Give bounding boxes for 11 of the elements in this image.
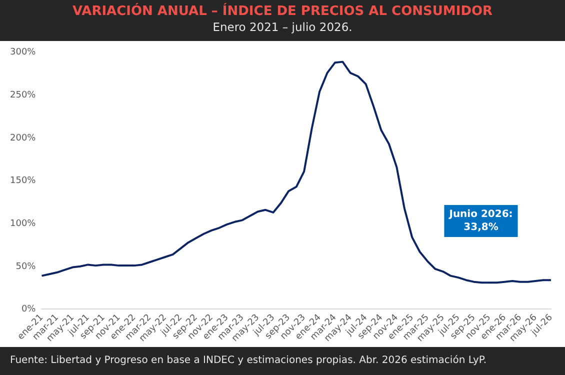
chart-title: VARIACIÓN ANUAL – ÍNDICE DE PRECIOS AL CONSUMIDOR — [71, 3, 494, 20]
y-tick-label: 0% — [21, 304, 36, 315]
y-tick-label: 250% — [10, 90, 36, 101]
annotation: Junio 2026: 33,8% — [448, 209, 513, 234]
y-tick-label: 50% — [16, 262, 36, 272]
y-tick-label: 300% — [10, 48, 36, 58]
y-tick-label: 150% — [10, 176, 36, 186]
y-tick-label: 100% — [10, 218, 36, 229]
source-note: Fuente: Libertad y Progreso en base a INDEC y estimaciones propias. Abr. 2026 estimación LyP. — [10, 355, 487, 366]
chart-subtitle: Enero 2021 – julio 2026. — [212, 20, 354, 35]
y-tick-label: 200% — [10, 133, 36, 144]
